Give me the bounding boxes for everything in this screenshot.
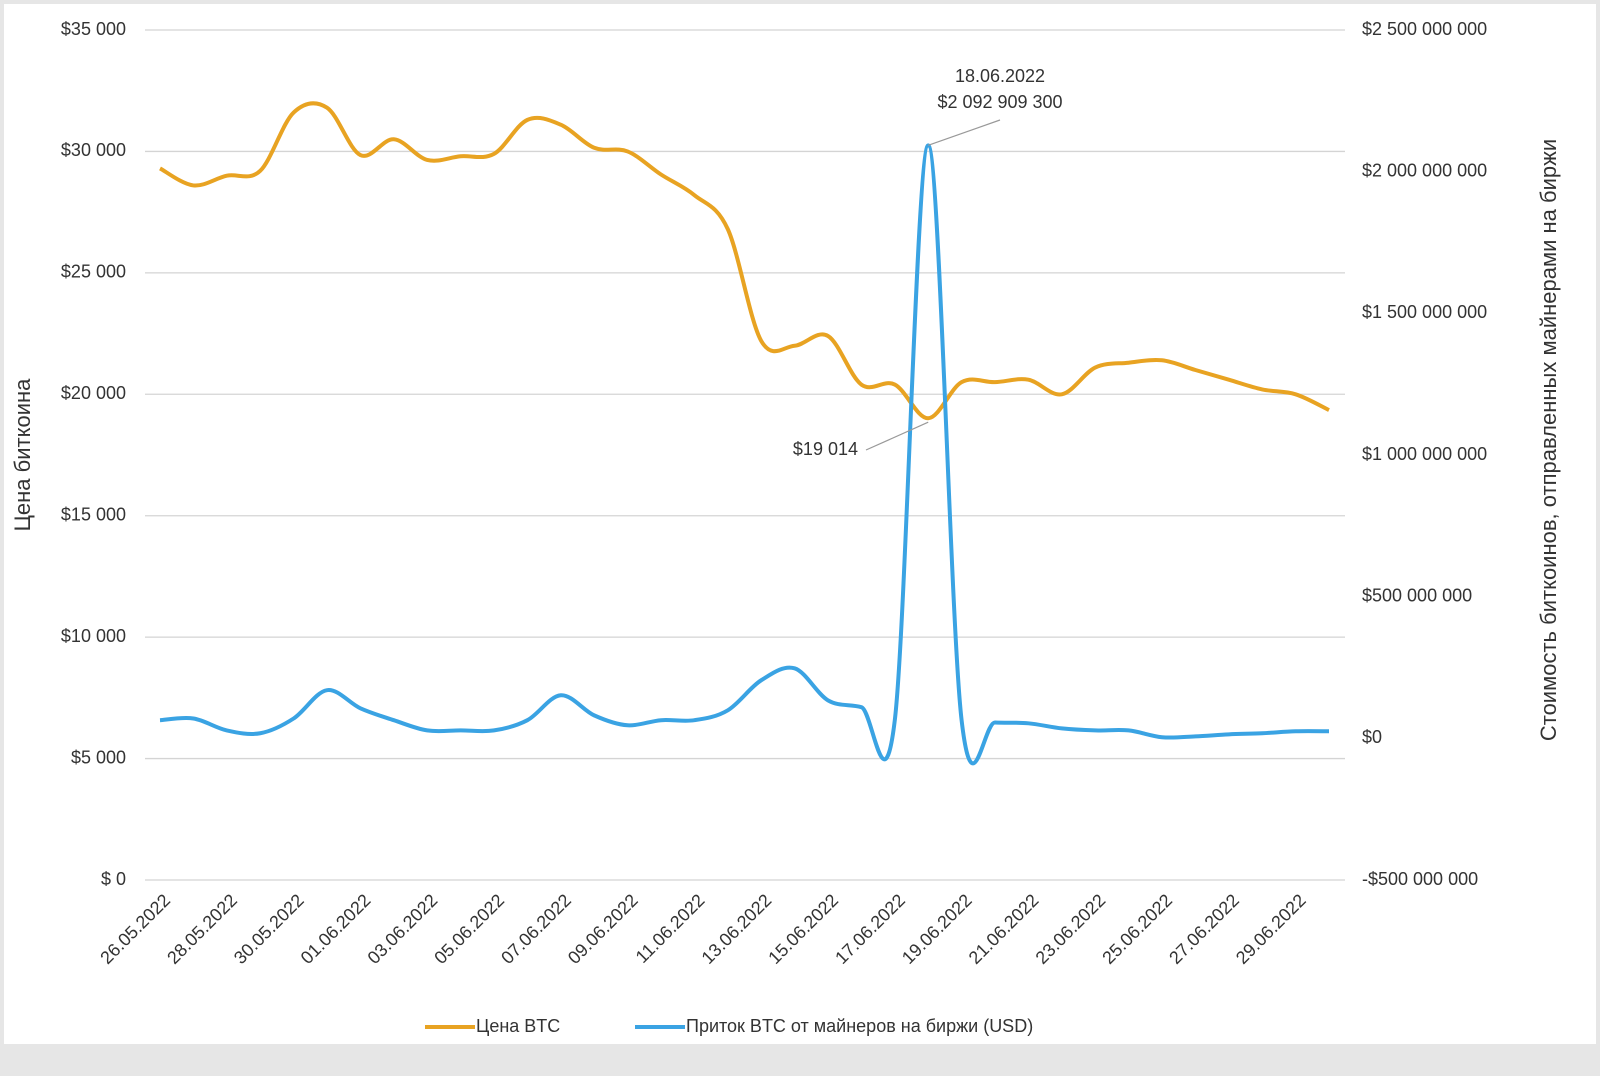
annotation: $2 092 909 300 xyxy=(937,92,1062,112)
series-line xyxy=(159,101,1330,421)
y2-tick-label: $2 000 000 000 xyxy=(1362,160,1487,180)
y2-tick-label: $2 500 000 000 xyxy=(1362,19,1487,39)
y2-tick-label: $500 000 000 xyxy=(1362,585,1472,605)
y2-tick-label: $0 xyxy=(1362,727,1382,747)
annotation: $19 014 xyxy=(793,439,858,459)
y-axis-label: Цена биткоина xyxy=(10,378,35,532)
background xyxy=(4,4,1596,1044)
legend-label: Приток BTC от майнеров на биржи (USD) xyxy=(686,1016,1033,1036)
leader-line xyxy=(928,119,1001,146)
leader-line xyxy=(865,421,929,451)
series-line xyxy=(159,143,1330,766)
legend-label: Цена BTC xyxy=(476,1016,560,1036)
y-tick-label: $35 000 xyxy=(61,19,126,39)
y2-tick-label: $1 500 000 000 xyxy=(1362,302,1487,322)
y-tick-label: $5 000 xyxy=(71,747,126,767)
y-tick-label: $15 000 xyxy=(61,504,126,524)
y-tick-label: $20 000 xyxy=(61,383,126,403)
y2-tick-label: $1 000 000 000 xyxy=(1362,444,1487,464)
y-tick-label: $10 000 xyxy=(61,626,126,646)
y-tick-label: $30 000 xyxy=(61,140,126,160)
y-tick-label: $25 000 xyxy=(61,262,126,282)
y2-tick-label: -$500 000 000 xyxy=(1362,869,1478,889)
y-tick-label: $ 0 xyxy=(101,869,126,889)
y2-axis-label: Стоимость биткоинов, отправленных майнер… xyxy=(1536,139,1561,741)
annotation: 18.06.2022 xyxy=(955,66,1045,86)
